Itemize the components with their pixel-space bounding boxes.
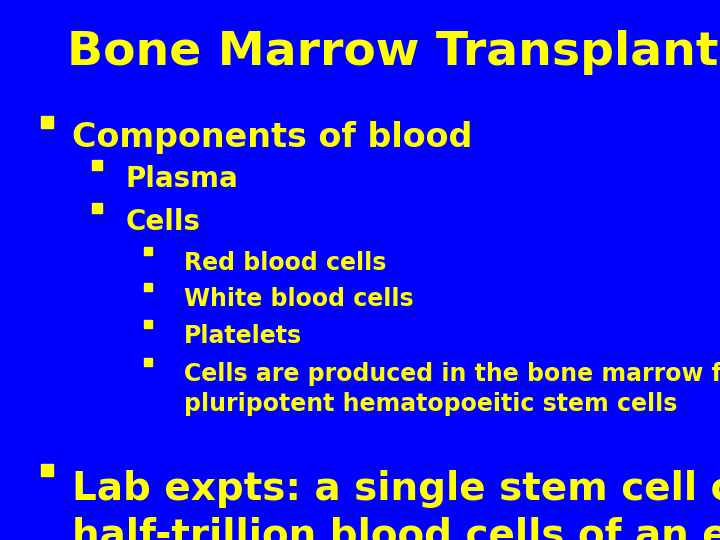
Text: Cells are produced in the bone marrow from
pluripotent hematopoeitic stem cells: Cells are produced in the bone marrow fr… (184, 362, 720, 415)
Text: Components of blood: Components of blood (72, 122, 472, 154)
Text: Cells: Cells (126, 208, 201, 236)
Text: Plasma: Plasma (126, 165, 239, 193)
Text: Bone Marrow Transplants: Bone Marrow Transplants (67, 30, 720, 75)
Text: Platelets: Platelets (184, 324, 302, 348)
Text: White blood cells: White blood cells (184, 287, 413, 311)
Text: Red blood cells: Red blood cells (184, 251, 386, 275)
Text: Lab expts: a single stem cell can yield the
half-trillion blood cells of an enti: Lab expts: a single stem cell can yield … (72, 470, 720, 540)
